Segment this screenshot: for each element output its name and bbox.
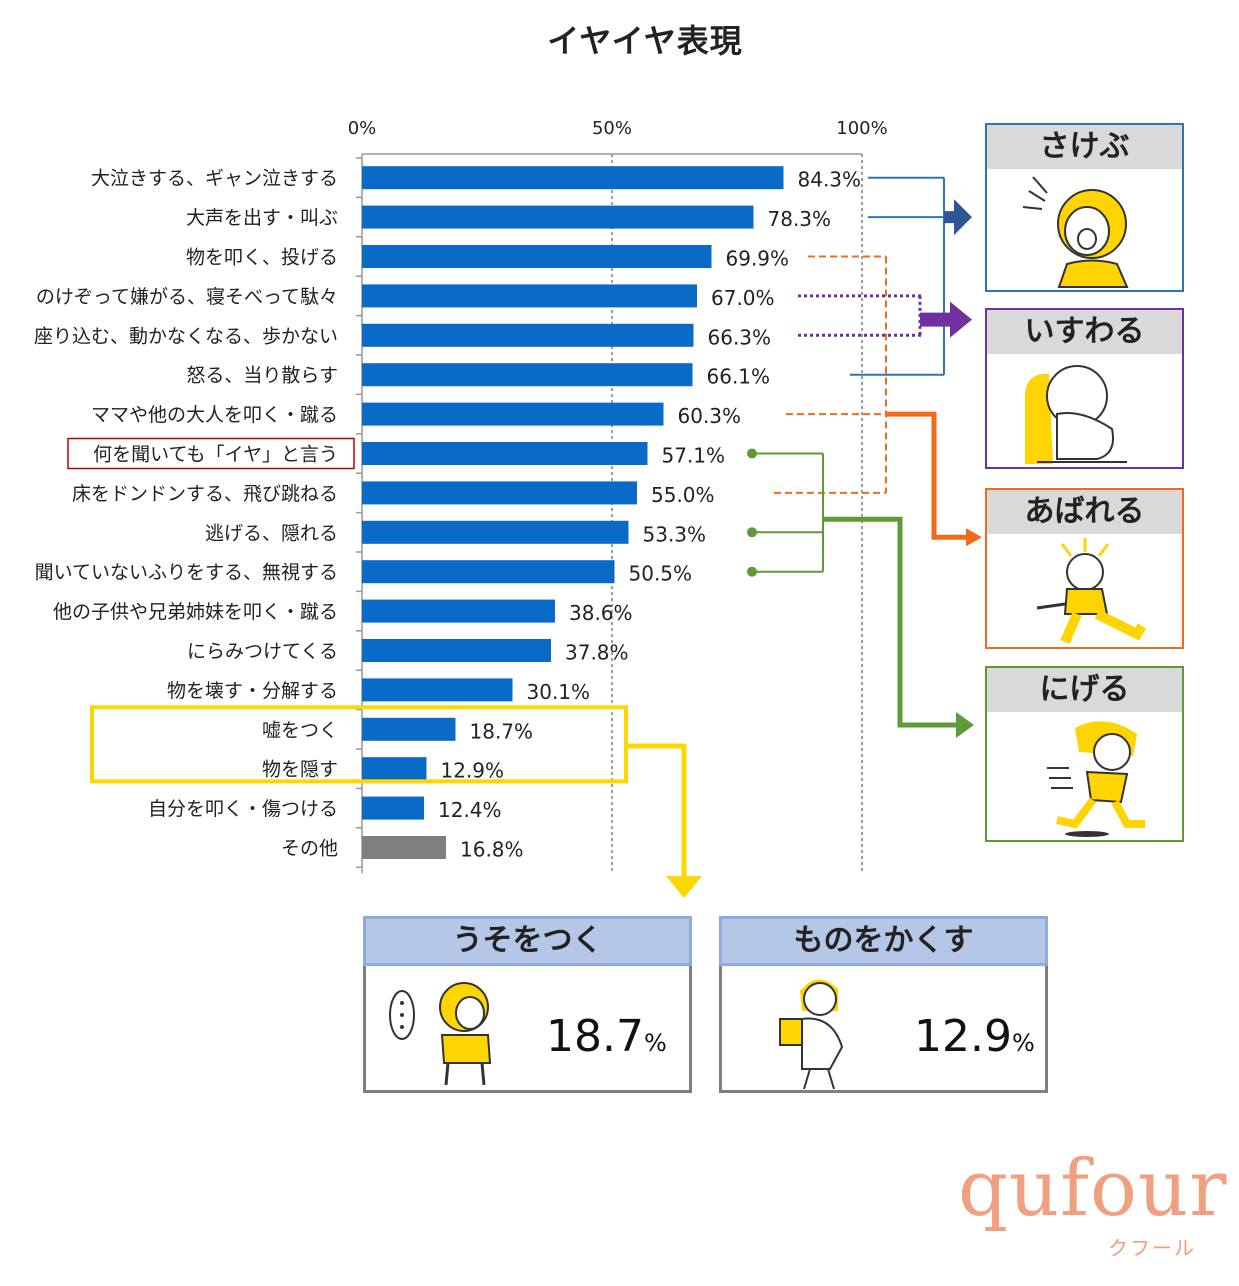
bar (362, 717, 456, 741)
bar (362, 245, 712, 268)
value-label: 84.3% (798, 168, 862, 192)
panel-sakebu: さけぶ (985, 123, 1184, 292)
category-label: 床をドンドンする、飛び跳ねる (72, 483, 338, 505)
bar (362, 481, 637, 505)
category-label: にらみつけてくる (187, 641, 338, 663)
card-kakusu: ものをかくす 12.9% (719, 916, 1048, 1093)
category-label: 自分を叩く・傷つける (148, 798, 338, 820)
bar (362, 166, 784, 190)
card-kakusu-label: ものをかくす (719, 916, 1048, 966)
brand-logo: qufour (958, 1144, 1228, 1234)
value-label: 67.0% (711, 286, 775, 310)
category-label: 座り込む、動かなくなる、歩かない (34, 325, 338, 347)
category-label: 物を隠す (262, 759, 338, 781)
value-label: 55.0% (651, 483, 715, 507)
arrow-isuwaru (920, 301, 972, 338)
x-tick-label: 50% (592, 118, 632, 139)
panel-abareru-label: あばれる (987, 490, 1182, 534)
panel-abareru: あばれる (985, 488, 1184, 649)
panel-nigeru: にげる (985, 666, 1184, 842)
bar (362, 560, 615, 584)
value-label: 12.9% (441, 759, 505, 783)
value-label: 18.7% (470, 719, 534, 743)
panel-isuwaru-label: いすわる (987, 310, 1182, 354)
kicking-child-icon (987, 534, 1182, 647)
category-label: のけぞって嫌がる、寝そべって駄々 (36, 286, 338, 308)
bar (362, 678, 513, 702)
connector-abareru (886, 411, 968, 540)
category-label: 物を叩く、投げる (186, 247, 338, 269)
value-label: 30.1% (527, 680, 591, 704)
value-label: 57.1% (662, 444, 726, 468)
bar (362, 402, 664, 426)
highlight-box (67, 437, 355, 470)
highlight-box-yellow (90, 705, 628, 784)
bar (362, 599, 555, 623)
category-label: 何を聞いても「イヤ」と言う (93, 444, 338, 466)
category-label: 大声を出す・叫ぶ (186, 207, 338, 229)
arrow-sakebu (944, 199, 972, 236)
bar (362, 205, 754, 229)
connector-yellow (626, 743, 687, 878)
bar (362, 639, 551, 662)
hiding-child-icon (772, 971, 862, 1095)
value-label: 60.3% (678, 404, 742, 428)
chart-title: イヤイヤ表現 (547, 22, 743, 60)
card-uso-value: 18.7% (546, 1011, 667, 1062)
category-label: 聞いていないふりをする、無視する (35, 562, 338, 584)
bar (362, 757, 427, 781)
screaming-child-icon (987, 169, 1182, 290)
bar (362, 284, 697, 308)
sitting-child-icon (987, 354, 1182, 467)
arrow-yellow (666, 876, 702, 898)
card-uso: うそをつく 18.7% (363, 916, 692, 1093)
x-tick-label: 0% (348, 118, 377, 139)
category-label: 大泣きする、ギャン泣きする (91, 168, 338, 190)
value-label: 53.3% (643, 522, 707, 546)
value-label: 66.3% (708, 325, 772, 349)
card-kakusu-value: 12.9% (914, 1011, 1035, 1062)
value-label: 69.9% (726, 247, 790, 271)
bar (362, 836, 446, 859)
value-label: 78.3% (768, 207, 832, 231)
arrow-abareru (966, 528, 982, 547)
bar (362, 442, 648, 465)
value-label: 38.6% (569, 601, 633, 625)
bar (362, 363, 693, 387)
brand-subtitle: クフール (1108, 1236, 1196, 1260)
category-label: その他 (281, 838, 338, 860)
bar (362, 323, 694, 347)
category-label: 逃げる、隠れる (205, 522, 338, 544)
value-label: 66.1% (707, 365, 771, 389)
category-label: 他の子供や兄弟姉妹を叩く・蹴る (53, 601, 338, 623)
value-label: 37.8% (565, 641, 629, 665)
panel-sakebu-label: さけぶ (987, 125, 1182, 169)
value-label: 50.5% (629, 562, 693, 586)
category-label: 嘘をつく (262, 719, 338, 741)
card-uso-label: うそをつく (363, 916, 692, 966)
x-tick-label: 100% (836, 118, 887, 139)
category-label: 怒る、当り散らす (186, 365, 338, 387)
category-label: ママや他の大人を叩く・蹴る (91, 404, 338, 426)
value-label: 16.8% (460, 838, 524, 862)
thinking-child-icon (384, 977, 504, 1091)
running-child-icon (987, 712, 1182, 840)
value-label: 12.4% (438, 798, 502, 822)
arrow-nigeru (956, 712, 974, 738)
panel-nigeru-label: にげる (987, 668, 1182, 712)
panel-isuwaru: いすわる (985, 308, 1184, 469)
connector-nigeru (823, 516, 958, 728)
bar (362, 520, 629, 544)
category-label: 物を壊す・分解する (167, 680, 338, 702)
bar (362, 796, 424, 820)
